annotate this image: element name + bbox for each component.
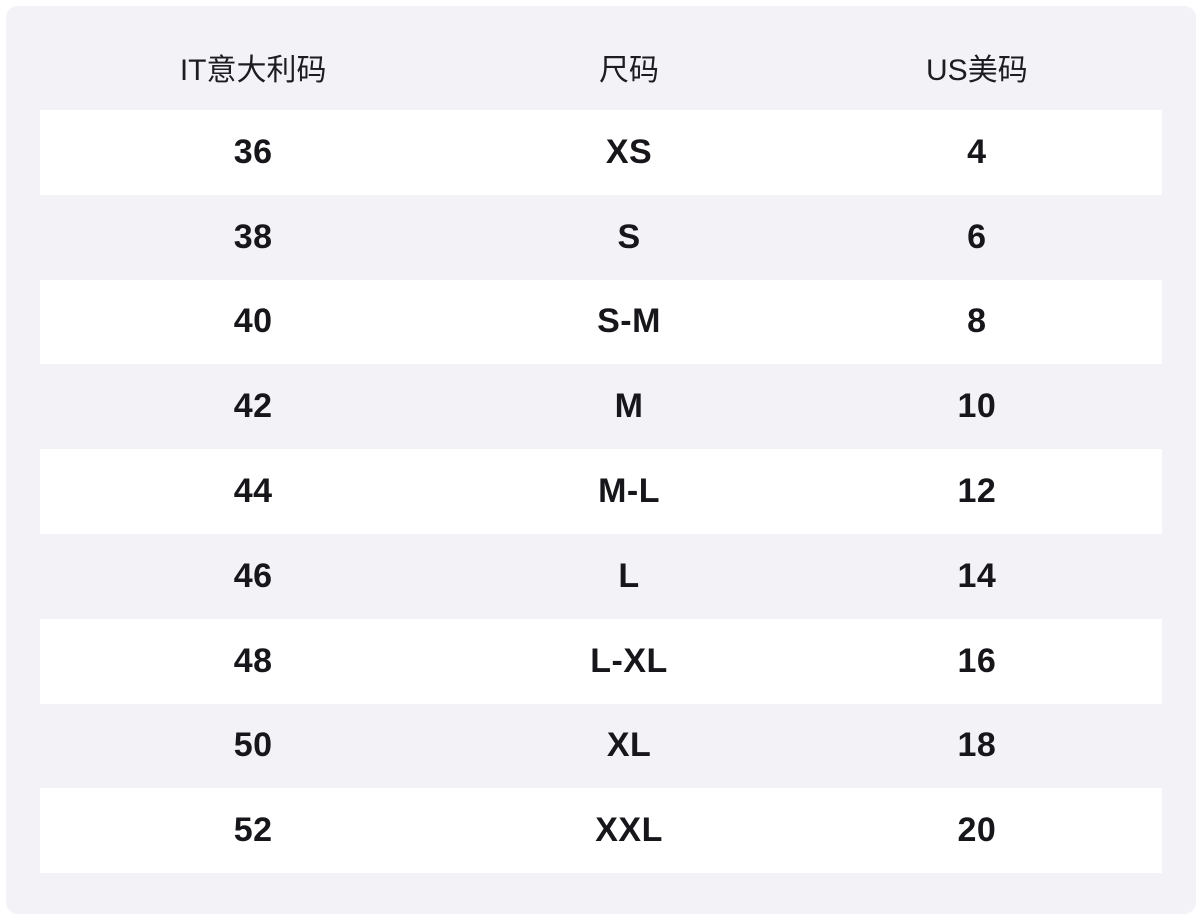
table-cell-us: 6 [967, 217, 987, 256]
table-cell-size: M [614, 387, 644, 426]
table-row: 44 M-L 12 [40, 449, 1162, 534]
table-cell-it: 50 [233, 726, 273, 765]
table-cell-us: 12 [957, 472, 997, 511]
table-row: 52 XXL 20 [40, 788, 1162, 874]
table-header-row: IT意大利码 尺码 US美码 [6, 6, 1196, 110]
table-cell-size: M-L [598, 472, 660, 511]
table-cell-us: 16 [957, 641, 997, 680]
table-cell-it: 44 [233, 472, 273, 511]
table-cell-size: S-M [597, 302, 661, 341]
column-header-us-size: US美码 [926, 54, 1028, 87]
table-cell-it: 42 [233, 387, 273, 426]
table-row: 36 XS 4 [40, 110, 1162, 195]
table-row: 46 L 14 [40, 534, 1162, 619]
table-row: 50 XL 18 [40, 704, 1162, 789]
table-cell-it: 40 [233, 302, 273, 341]
table-cell-us: 18 [957, 726, 997, 765]
table-cell-it: 38 [233, 217, 273, 256]
table-cell-it: 46 [233, 556, 273, 595]
table-body: 36 XS 4 38 S 6 40 S-M 8 42 M 10 44 M-L 12 46 L 14 48 L-XL 16… [6, 110, 1196, 874]
table-cell-size: XL [606, 726, 652, 765]
table-cell-size: S [617, 217, 641, 256]
table-cell-us: 8 [967, 302, 987, 341]
table-row: 38 S 6 [40, 195, 1162, 280]
table-cell-us: 10 [957, 387, 997, 426]
table-cell-it: 52 [233, 811, 273, 850]
table-row: 42 M 10 [40, 364, 1162, 449]
table-row: 40 S-M 8 [40, 279, 1162, 365]
size-chart-panel: IT意大利码 尺码 US美码 36 XS 4 38 S 6 40 S-M 8 42 M 10 44 M-L… [6, 6, 1196, 914]
table-cell-us: 20 [957, 811, 997, 850]
table-cell-size: XXL [595, 811, 663, 850]
table-row: 48 L-XL 16 [40, 618, 1162, 704]
table-cell-size: L [618, 556, 640, 595]
table-cell-us: 14 [957, 556, 997, 595]
table-cell-it: 36 [233, 132, 273, 171]
table-cell-us: 4 [967, 132, 987, 171]
column-header-size: 尺码 [599, 54, 660, 87]
table-cell-size: L-XL [590, 641, 668, 680]
column-header-it-size: IT意大利码 [179, 54, 327, 87]
table-cell-it: 48 [233, 641, 273, 680]
table-cell-size: XS [605, 132, 653, 171]
